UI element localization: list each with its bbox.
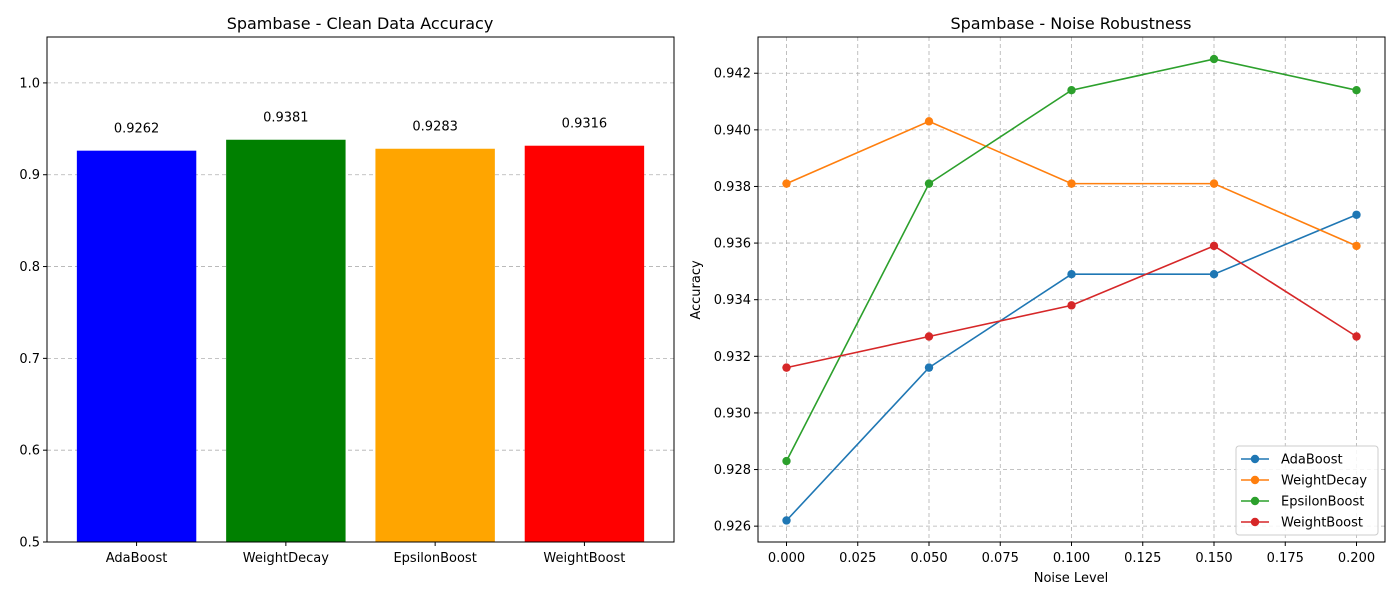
- series-adaboost: [782, 210, 1361, 525]
- bar-value-label: 0.9283: [412, 120, 458, 135]
- data-point-weightboost: [782, 363, 791, 372]
- bar-chart-value-labels: 0.9262 0.9381 0.9283 0.9316: [114, 111, 607, 137]
- line-chart-y-tick-label: 0.938: [714, 180, 751, 195]
- data-point-epsilonboost: [1352, 86, 1361, 95]
- line-chart-y-tick-label: 0.926: [714, 520, 751, 535]
- data-point-adaboost: [1352, 210, 1361, 219]
- line-chart-y-tick-label: 0.934: [714, 293, 751, 308]
- legend-swatch-marker: [1250, 454, 1260, 464]
- line-chart-x-tick-label: 0.050: [910, 551, 947, 566]
- line-chart-x-tick-label: 0.100: [1053, 551, 1090, 566]
- bar-chart-y-tick-label: 0.9: [19, 168, 40, 183]
- line-chart-y-tick-label: 0.942: [714, 67, 751, 82]
- legend-frame: [1235, 445, 1379, 536]
- data-point-weightdecay: [1067, 179, 1076, 188]
- data-point-epsilonboost: [1067, 86, 1076, 95]
- data-point-adaboost: [1209, 270, 1219, 279]
- data-point-weightboost: [1352, 332, 1361, 341]
- legend-item-weightdecay: WeightDecay: [1241, 474, 1367, 489]
- line-chart-y-tick-label: 0.930: [714, 406, 751, 421]
- data-point-weightdecay: [1209, 179, 1219, 188]
- legend-item-epsilonboost: EpsilonBoost: [1241, 495, 1364, 510]
- line-chart-x-tick-label: 0.200: [1338, 551, 1375, 566]
- bar-chart-y-tick-label: 0.6: [19, 444, 40, 459]
- bar-chart-y-tick-label: 0.7: [19, 352, 40, 367]
- bar-chart-y-tick-label: 1.0: [19, 76, 40, 91]
- bar-chart-y-tick-label: 0.8: [19, 260, 40, 275]
- line-chart-y-ticks: 0.926 0.928 0.930 0.932 0.934 0.936 0.938 0.940…: [714, 67, 758, 535]
- line-chart-x-ticks: 0.000 0.025 0.050 0.075 0.100 0.125 0.150 0.175…: [768, 542, 1375, 566]
- legend-label: EpsilonBoost: [1281, 495, 1364, 510]
- line-chart-panel: 0.926 0.928 0.930 0.932 0.934 0.936 0.938 0.940…: [689, 14, 1386, 586]
- line-chart-x-tick-label: 0.150: [1195, 551, 1232, 566]
- bar-chart-x-tick-label: AdaBoost: [106, 551, 168, 566]
- line-chart-x-tick-label: 0.175: [1267, 551, 1304, 566]
- legend-label: WeightDecay: [1281, 474, 1367, 489]
- line-chart-x-tick-label: 0.025: [839, 551, 876, 566]
- series-weightdecay: [782, 117, 1361, 251]
- bar-chart-y-ticks: 0.5 0.6 0.7 0.8 0.9 1.0: [19, 76, 47, 551]
- bar-value-label: 0.9262: [114, 122, 160, 137]
- bar-value-label: 0.9381: [263, 111, 309, 126]
- data-point-weightdecay: [782, 179, 791, 188]
- legend-label: WeightBoost: [1281, 516, 1363, 531]
- data-point-epsilonboost: [924, 179, 934, 188]
- legend-item-weightboost: WeightBoost: [1241, 516, 1363, 531]
- line-chart-series: [782, 54, 1361, 525]
- line-chart-x-axis-label: Noise Level: [1034, 571, 1109, 586]
- series-epsilonboost: [782, 54, 1361, 466]
- line-chart-y-tick-label: 0.936: [714, 237, 751, 252]
- bar-chart-panel: 0.9262 0.9381 0.9283 0.9316 0.5 0.6 0.7 0.8 0.9…: [19, 14, 675, 566]
- legend-swatch-marker: [1250, 496, 1260, 506]
- legend-swatch-marker: [1250, 475, 1260, 485]
- bar-chart-y-tick-label: 0.5: [19, 536, 40, 551]
- bar-weightboost: [524, 145, 645, 543]
- bar-chart-axes-frame: [46, 36, 675, 543]
- data-point-adaboost: [1067, 270, 1076, 279]
- bar-value-label: 0.9316: [562, 117, 608, 132]
- bar-chart-bars: [76, 139, 645, 543]
- line-chart-y-tick-label: 0.928: [714, 463, 751, 478]
- bar-epsilonboost: [375, 148, 495, 542]
- line-chart-y-tick-label: 0.932: [714, 350, 751, 365]
- data-point-weightboost: [1209, 241, 1219, 251]
- data-point-adaboost: [924, 363, 934, 372]
- data-point-weightboost: [924, 332, 934, 341]
- bar-chart-title: Spambase - Clean Data Accuracy: [227, 14, 494, 33]
- series-weightboost: [782, 241, 1361, 372]
- legend-label: AdaBoost: [1281, 453, 1343, 468]
- line-chart-title: Spambase - Noise Robustness: [950, 14, 1191, 33]
- bar-weightdecay: [226, 139, 346, 542]
- bar-chart-x-tick-label: EpsilonBoost: [393, 551, 476, 566]
- data-point-epsilonboost: [1209, 54, 1219, 64]
- data-point-weightdecay: [924, 117, 934, 126]
- line-chart-x-tick-label: 0.075: [982, 551, 1019, 566]
- line-chart-legend: AdaBoost WeightDecay EpsilonBoost WeightBoo…: [1235, 445, 1379, 536]
- data-point-adaboost: [782, 516, 791, 525]
- line-chart-y-axis-label: Accuracy: [689, 260, 704, 320]
- line-chart-x-tick-label: 0.000: [768, 551, 805, 566]
- data-point-weightdecay: [1352, 241, 1361, 251]
- line-chart-y-tick-label: 0.940: [714, 123, 751, 138]
- line-chart-x-tick-label: 0.125: [1124, 551, 1161, 566]
- legend-items: AdaBoost WeightDecay EpsilonBoost WeightBoo…: [1241, 453, 1367, 531]
- data-point-epsilonboost: [782, 456, 791, 466]
- bar-chart-x-ticks: AdaBoost WeightDecay EpsilonBoost WeightBoo…: [106, 542, 625, 566]
- bar-chart-x-tick-label: WeightBoost: [543, 551, 625, 566]
- bar-adaboost: [76, 150, 197, 543]
- series-line-epsilonboost: [785, 58, 1357, 462]
- legend-item-adaboost: AdaBoost: [1241, 453, 1343, 468]
- bar-chart-x-tick-label: WeightDecay: [243, 551, 329, 566]
- data-point-weightboost: [1067, 301, 1076, 310]
- legend-swatch-marker: [1250, 517, 1260, 527]
